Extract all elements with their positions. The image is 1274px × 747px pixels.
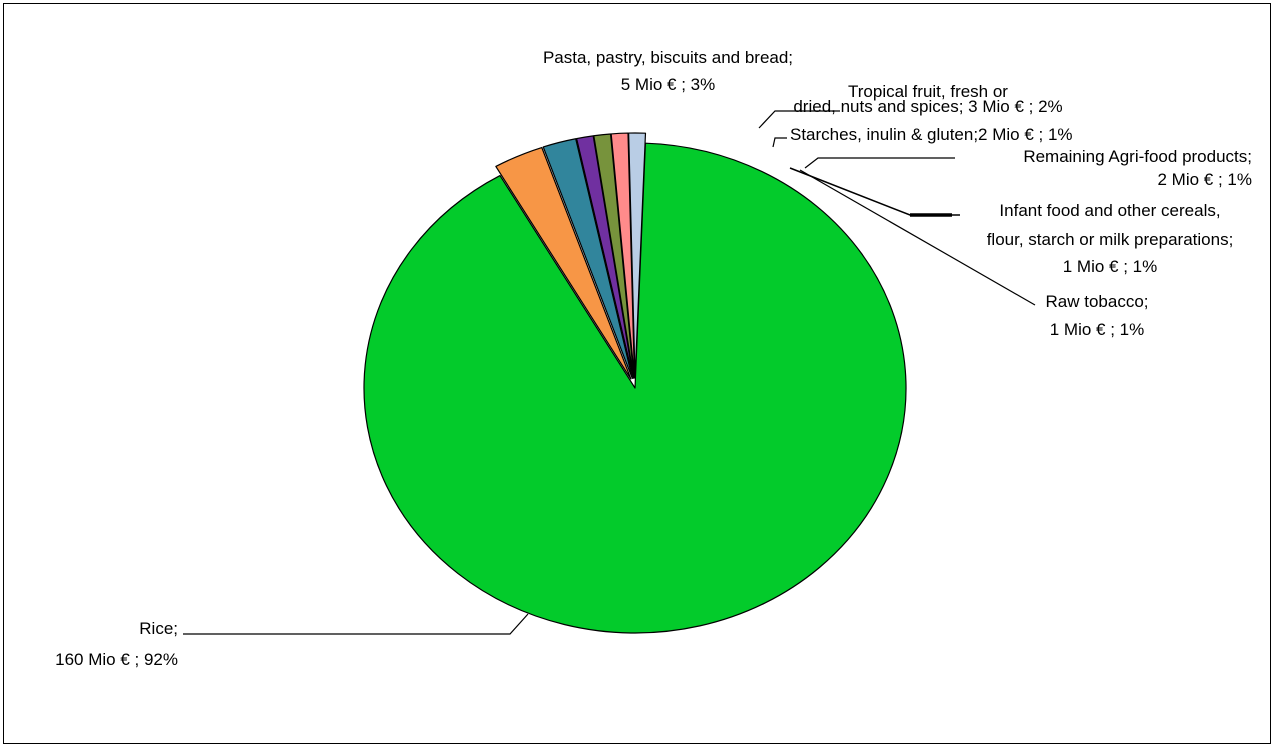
pie-slice-starches-inulin-gluten [576, 135, 634, 379]
slice-label: 1 Mio € ; 1% [1063, 257, 1158, 276]
pie-slice-tropical-fruit-fresh-or-dried-nuts-and-spices [542, 138, 633, 379]
slice-label: 1 Mio € ; 1% [1050, 320, 1145, 339]
leader-line [772, 137, 787, 148]
pie-slice-rice [363, 142, 907, 634]
pie-slices [363, 132, 907, 634]
leader-line [799, 169, 1036, 306]
pie-slice-pasta-pastry-biscuits-and-bread [495, 146, 632, 380]
slice-label: Raw tobacco; [1046, 292, 1149, 311]
slice-label: 160 Mio € ; 92% [55, 650, 178, 669]
leader-lines [183, 110, 1036, 635]
pie-slice-raw-tobacco [610, 132, 636, 379]
slice-label: Tropical fruit, fresh or [848, 82, 1008, 101]
slice-label: Starches, inulin & gluten;2 Mio € ; 1% [790, 125, 1073, 144]
slice-label: Remaining Agri-food products; [1023, 147, 1252, 166]
leader-line [758, 110, 840, 129]
slice-label: flour, starch or milk preparations; [987, 230, 1234, 249]
pie-slice-infant-food-and-other-cereals-flour-starch-or-milk-preparations [593, 133, 635, 379]
slice-label: Infant food and other cereals, [999, 201, 1220, 220]
slice-label: Rice; [139, 619, 178, 638]
slice-label: 2 Mio € ; 1% [1158, 170, 1253, 189]
leader-line [183, 613, 529, 635]
slice-labels: Rice; 160 Mio € ; 92% Pasta, pastry, biscu… [55, 48, 1252, 669]
pie-slice-remaining-agri-food-products [628, 132, 647, 379]
leader-line [804, 157, 955, 169]
slice-label: dried, nuts and spices; 3 Mio € ; 2% [793, 97, 1062, 116]
slice-label: Pasta, pastry, biscuits and bread; [543, 48, 793, 67]
slice-label: 5 Mio € ; 3% [621, 75, 716, 94]
